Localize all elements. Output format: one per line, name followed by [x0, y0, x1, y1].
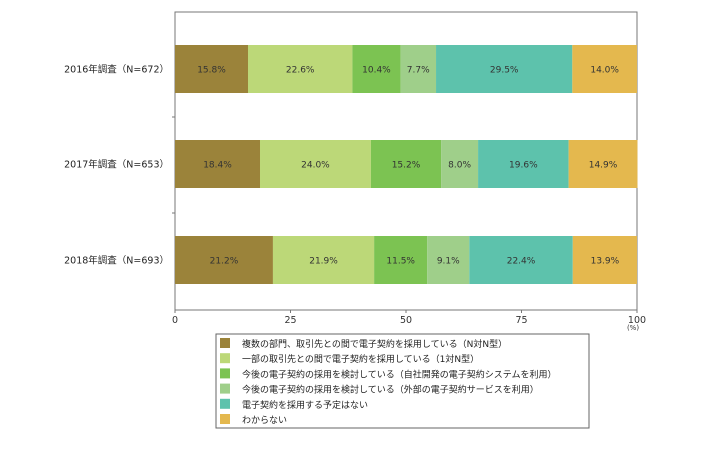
data-label: 13.9%	[591, 257, 620, 267]
data-label: 22.4%	[507, 257, 536, 267]
bar-segment	[478, 140, 569, 188]
legend-swatch	[220, 353, 230, 364]
bar-segment	[175, 45, 248, 93]
data-label: 14.9%	[589, 161, 618, 171]
bar-segment	[427, 236, 470, 284]
legend-label: 電子契約を採用する予定はない	[242, 399, 368, 411]
bar-segment	[272, 236, 375, 284]
bar-segment	[247, 45, 353, 93]
x-tick-label: 100	[628, 315, 646, 326]
legend-label: 今後の電子契約の採用を検討している（自社開発の電子契約システムを利用）	[242, 368, 556, 380]
data-label: 15.8%	[197, 66, 226, 76]
bar-segment	[469, 236, 573, 284]
category-label: 2018年調査（N=693）	[64, 255, 169, 267]
data-label: 8.0%	[448, 161, 471, 171]
data-label: 18.4%	[203, 161, 232, 171]
bar-segment	[175, 236, 273, 284]
bar-segment	[572, 236, 637, 284]
bar-segment	[175, 140, 261, 188]
data-label: 14.0%	[590, 66, 619, 76]
category-label: 2016年調査（N=672）	[64, 64, 169, 76]
category-label: 2017年調査（N=653）	[64, 159, 169, 171]
legend-swatch	[220, 398, 230, 409]
legend-label: 複数の部門、取引先との間で電子契約を採用している（N対N型）	[242, 338, 507, 350]
legend-swatch	[220, 383, 230, 394]
legend-swatch	[220, 368, 230, 379]
data-label: 21.2%	[210, 257, 239, 267]
bar-segment	[374, 236, 428, 284]
data-label: 19.6%	[509, 161, 538, 171]
data-label: 24.0%	[301, 161, 330, 171]
x-unit-label: (%)	[627, 324, 639, 332]
x-tick-label: 50	[400, 315, 412, 326]
legend-swatch	[220, 414, 230, 424]
bar-segment	[352, 45, 401, 93]
data-label: 11.5%	[386, 257, 415, 267]
data-label: 21.9%	[309, 257, 338, 267]
data-label: 22.6%	[286, 66, 315, 76]
bar-segment	[260, 140, 371, 188]
legend-label: 今後の電子契約の採用を検討している（外部の電子契約サービスを利用）	[242, 384, 539, 396]
bar-segment	[568, 140, 638, 188]
legend-label: 一部の取引先との間で電子契約を採用している（1対N型）	[242, 353, 479, 365]
x-tick-label: 25	[284, 315, 296, 326]
data-label: 10.4%	[362, 66, 391, 76]
data-label: 15.2%	[392, 161, 421, 171]
bar-segment	[400, 45, 437, 93]
bar-segment	[572, 45, 637, 93]
x-tick-label: 0	[172, 315, 178, 326]
legend-box	[215, 333, 590, 429]
data-label: 7.7%	[407, 66, 430, 76]
x-tick-label: 75	[515, 315, 527, 326]
bar-segment	[436, 45, 573, 93]
data-label: 29.5%	[490, 66, 519, 76]
legend-label: わからない	[242, 415, 287, 426]
bar-segment	[441, 140, 479, 188]
legend-swatch	[220, 338, 230, 348]
data-label: 9.1%	[437, 257, 460, 267]
bar-segment	[370, 140, 442, 188]
